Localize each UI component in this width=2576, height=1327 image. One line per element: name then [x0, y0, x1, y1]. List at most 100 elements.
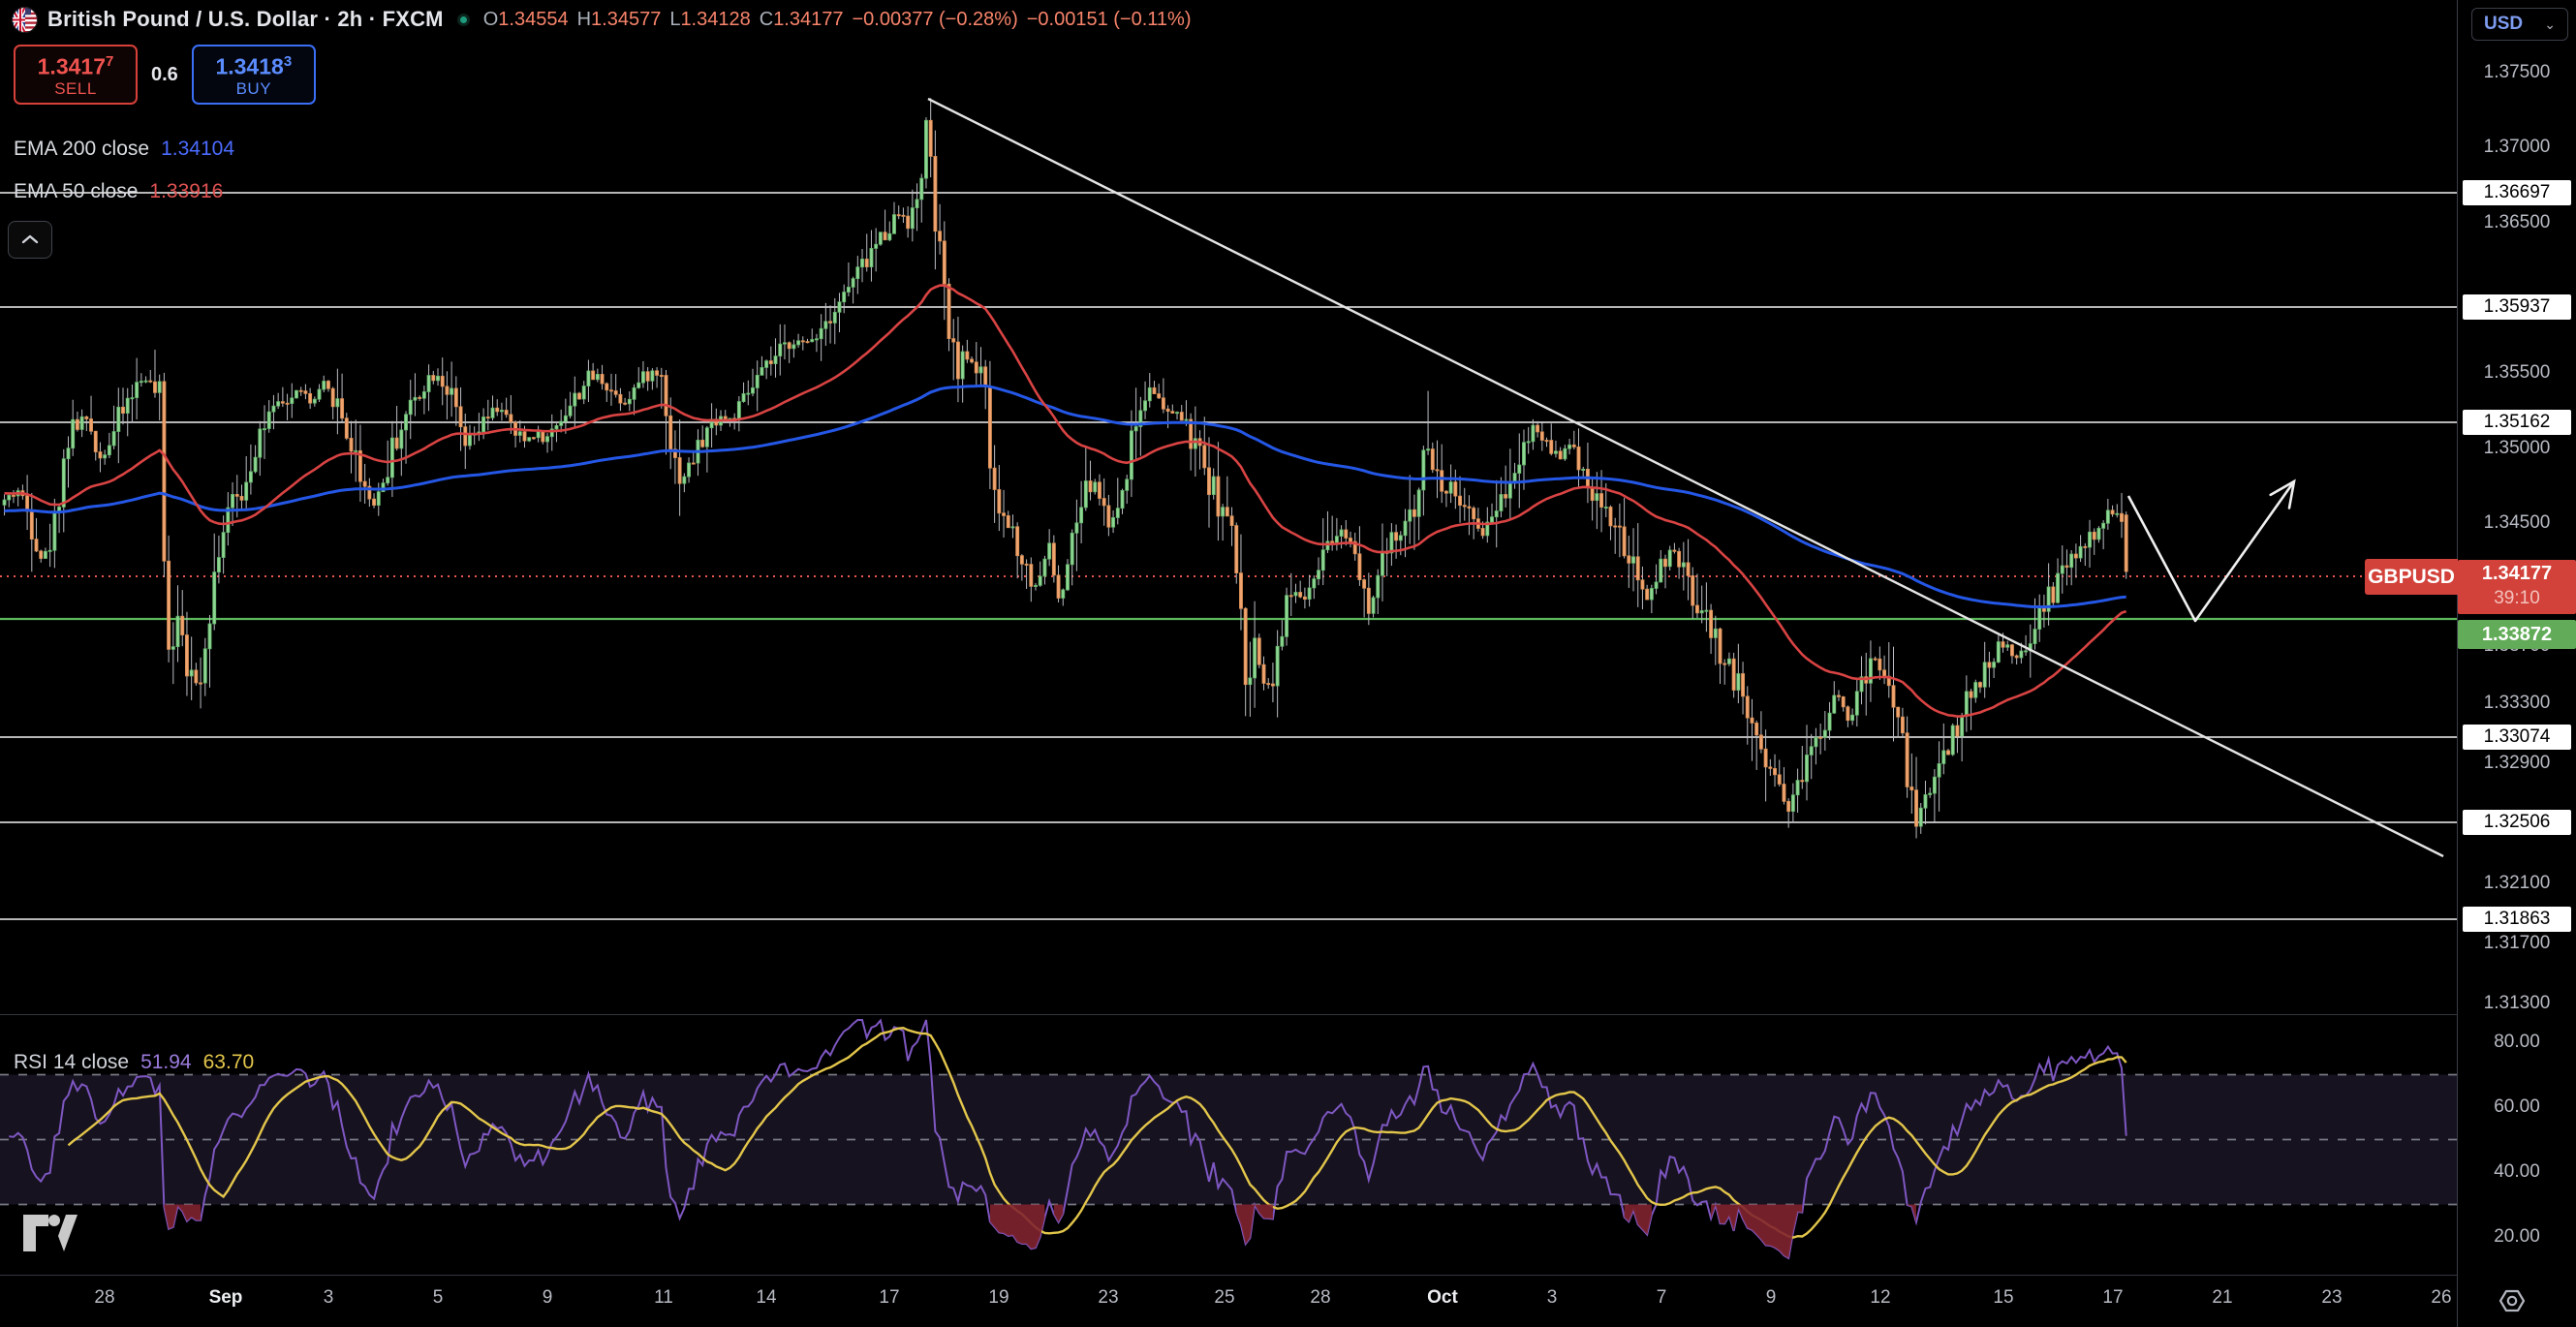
candle-down	[970, 358, 975, 363]
projection-arrow[interactable]	[2126, 480, 2296, 623]
time-tick-month: Oct	[1427, 1287, 1458, 1308]
ema50-legend[interactable]: EMA 50 close 1.33916	[14, 180, 224, 202]
candle-down	[787, 342, 791, 350]
candle-up	[1499, 494, 1504, 511]
high-value: 1.34577	[591, 8, 662, 30]
rsi-legend[interactable]: RSI 14 close 51.94 63.70	[14, 1051, 255, 1073]
candle-down	[1818, 736, 1823, 739]
candle-up	[1280, 635, 1285, 647]
candle-down	[1709, 609, 1714, 638]
candle-down	[1909, 787, 1914, 791]
candle-down	[1768, 766, 1773, 769]
ema50-value: 1.33916	[149, 180, 224, 202]
candle-up	[130, 397, 135, 400]
candle-down	[1777, 774, 1782, 785]
candle-down	[1102, 498, 1106, 507]
change-bar: −0.00151 (−0.11%)	[1026, 8, 1192, 30]
candle-down	[1599, 493, 1603, 508]
price-level-label: 1.36697	[2463, 180, 2571, 205]
candle-up	[1061, 589, 1066, 599]
candle-down	[864, 259, 869, 267]
candle-down	[308, 392, 313, 404]
candle-down	[1453, 481, 1458, 497]
candle-up	[1038, 575, 1042, 586]
candle-down	[1590, 487, 1595, 502]
candle-down	[1088, 480, 1093, 493]
candle-up	[47, 549, 52, 552]
candle-up	[202, 648, 207, 684]
candle-up	[263, 428, 266, 431]
candle-up	[1494, 510, 1499, 518]
candle-up	[1790, 794, 1795, 813]
candle-up	[1138, 410, 1143, 427]
candle-up	[924, 119, 928, 179]
candle-down	[1946, 750, 1950, 756]
price-axis[interactable]: USD ⌄ 1.37500 1.37000 1.36500 1.35500 1.3500…	[2458, 0, 2576, 1327]
candle-down	[1302, 596, 1307, 601]
candle-down	[723, 416, 728, 419]
candle-up	[175, 615, 180, 648]
candle-up	[627, 398, 632, 405]
candle-down	[453, 387, 458, 408]
candle-down	[1435, 469, 1440, 472]
candle-down	[1672, 549, 1677, 552]
candle-up	[632, 386, 636, 400]
candle-up	[2033, 629, 2037, 644]
candle-down	[326, 381, 330, 389]
candle-down	[1467, 506, 1472, 509]
candle-down	[1207, 467, 1211, 495]
candle-up	[760, 367, 764, 376]
candle-up	[586, 370, 591, 386]
candle-down	[372, 498, 377, 506]
pane-separator[interactable]	[0, 1014, 2576, 1015]
settings-gear-icon[interactable]	[2496, 1285, 2529, 1316]
candle-down	[522, 431, 527, 442]
rsi-pane[interactable]	[0, 1014, 2457, 1275]
candle-up	[107, 445, 111, 456]
price-level-label: 1.33074	[2463, 725, 2571, 750]
currency-dropdown[interactable]: USD ⌄	[2471, 8, 2568, 41]
sell-button[interactable]: 1.34177 SELL	[14, 45, 138, 105]
candle-down	[39, 550, 44, 559]
candle-up	[554, 424, 559, 430]
candle-down	[495, 407, 500, 413]
candle-down	[955, 341, 960, 380]
candle-down	[440, 375, 445, 387]
candle-up	[1522, 442, 1526, 466]
candle-down	[340, 398, 345, 419]
candle-up	[66, 447, 71, 460]
candle-up	[111, 431, 116, 447]
candle-up	[1312, 578, 1317, 589]
candle-up	[125, 397, 130, 414]
rsi-line[interactable]	[9, 1018, 2127, 1260]
candle-down	[1170, 411, 1175, 414]
time-axis[interactable]: 28 Sep 3 5 9 11 14 17 19 23 25 28 Oct 3 7 9 12 15 17 21 23 26	[0, 1276, 2457, 1327]
candle-up	[746, 392, 751, 395]
candle-up	[231, 493, 234, 509]
candle-down	[1152, 386, 1157, 394]
candle-up	[1325, 540, 1330, 551]
candle-down	[362, 480, 367, 487]
candle-up	[1253, 637, 1257, 679]
candle-up	[2078, 545, 2083, 559]
candle-up	[636, 382, 641, 388]
candle-down	[394, 437, 399, 449]
symbol-title[interactable]: British Pound / U.S. Dollar · 2h · FXCM	[47, 7, 444, 31]
market-status-dot[interactable]	[456, 13, 470, 26]
candle-up	[1507, 481, 1512, 499]
candle-down	[1645, 588, 1650, 601]
ema50-line[interactable]	[4, 284, 2127, 718]
candle-up	[1563, 447, 1567, 460]
main-price-pane[interactable]	[0, 0, 2457, 1014]
candle-up	[1334, 536, 1339, 543]
ema200-legend[interactable]: EMA 200 close 1.34104	[14, 138, 235, 160]
ema200-line[interactable]	[4, 384, 2126, 609]
candle-up	[2005, 644, 2010, 648]
candle-up	[1805, 755, 1809, 783]
buy-button[interactable]: 1.34183 BUY	[191, 45, 316, 105]
candle-down	[951, 338, 956, 343]
candle-up	[832, 311, 837, 324]
time-tick: 7	[1656, 1287, 1667, 1308]
collapse-legend-button[interactable]	[8, 221, 52, 259]
descending-trendline[interactable]	[927, 97, 2444, 858]
